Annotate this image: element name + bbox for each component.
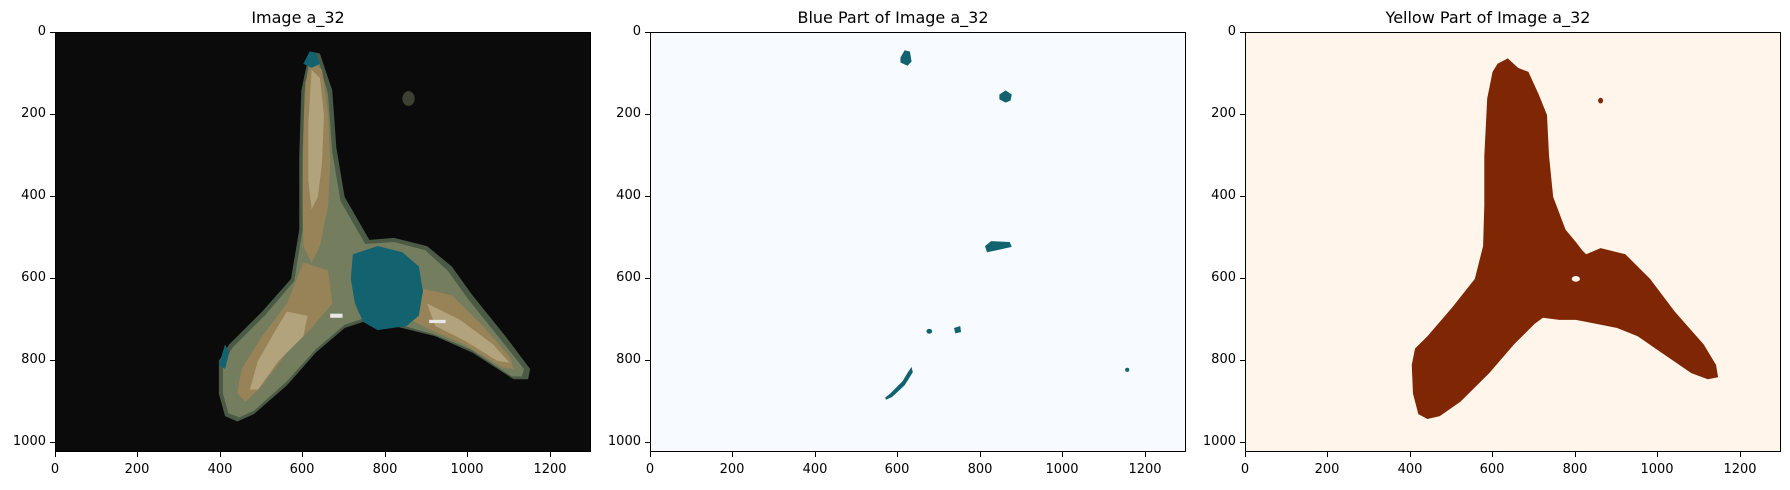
original-image — [56, 33, 590, 451]
x-tick-label: 200 — [719, 462, 745, 477]
x-tick-label: 200 — [1314, 462, 1340, 477]
x-tick-label: 400 — [802, 462, 828, 477]
panel-blue-part: Blue Part of Image a_32 0 200 400 600 80… — [595, 0, 1191, 490]
y-tick — [645, 32, 650, 33]
y-tick — [1240, 32, 1245, 33]
panel-title: Yellow Part of Image a_32 — [1385, 8, 1591, 27]
x-tick-label: 1200 — [1128, 462, 1162, 477]
x-tick — [550, 452, 551, 457]
y-tick-label: 400 — [21, 188, 46, 203]
y-tick — [50, 32, 55, 33]
x-tick-label: 0 — [645, 462, 655, 477]
y-tick — [1240, 442, 1245, 443]
x-tick-label: 600 — [1479, 462, 1505, 477]
x-tick — [55, 452, 56, 457]
y-tick — [645, 360, 650, 361]
y-tick-label: 400 — [1211, 188, 1236, 203]
panel-yellow-part: Yellow Part of Image a_32 0 200 400 600 … — [1190, 0, 1786, 490]
panel-original: Image a_32 0 — [0, 0, 596, 490]
image-axes — [55, 32, 591, 452]
x-tick — [385, 452, 386, 457]
x-tick-label: 1000 — [1045, 462, 1079, 477]
x-tick — [1327, 452, 1328, 457]
y-tick-label: 200 — [1211, 106, 1236, 121]
x-tick-label: 1000 — [450, 462, 484, 477]
x-tick — [1575, 452, 1576, 457]
image-axes — [650, 32, 1186, 452]
y-tick-label: 1000 — [1202, 434, 1236, 449]
y-tick-label: 600 — [616, 270, 641, 285]
y-tick — [50, 278, 55, 279]
y-tick — [1240, 196, 1245, 197]
y-tick — [645, 114, 650, 115]
x-tick-label: 400 — [207, 462, 233, 477]
y-tick-label: 1000 — [12, 434, 46, 449]
y-tick — [1240, 360, 1245, 361]
y-tick-label: 200 — [21, 106, 46, 121]
x-tick — [1410, 452, 1411, 457]
x-tick-label: 800 — [372, 462, 398, 477]
x-tick — [650, 452, 651, 457]
yellow-mask-image — [1246, 33, 1780, 451]
y-tick — [645, 196, 650, 197]
x-tick — [732, 452, 733, 457]
y-tick — [645, 278, 650, 279]
y-tick-label: 800 — [1211, 352, 1236, 367]
x-tick — [137, 452, 138, 457]
y-tick-label: 800 — [21, 352, 46, 367]
y-tick — [50, 196, 55, 197]
x-tick — [1062, 452, 1063, 457]
image-axes — [1245, 32, 1781, 452]
x-tick-label: 600 — [884, 462, 910, 477]
x-tick-label: 200 — [124, 462, 150, 477]
y-tick — [50, 442, 55, 443]
y-tick — [50, 360, 55, 361]
x-tick — [980, 452, 981, 457]
x-tick-label: 0 — [1240, 462, 1250, 477]
x-tick — [1492, 452, 1493, 457]
x-tick — [1657, 452, 1658, 457]
y-tick — [50, 114, 55, 115]
y-tick-label: 600 — [1211, 270, 1236, 285]
y-tick — [1240, 114, 1245, 115]
x-tick — [220, 452, 221, 457]
y-tick-label: 800 — [616, 352, 641, 367]
y-tick-label: 0 — [632, 24, 641, 39]
y-tick — [1240, 278, 1245, 279]
x-tick — [1245, 452, 1246, 457]
x-tick-label: 400 — [1397, 462, 1423, 477]
y-tick-label: 600 — [21, 270, 46, 285]
x-tick — [1740, 452, 1741, 457]
y-tick — [645, 442, 650, 443]
x-tick-label: 800 — [1562, 462, 1588, 477]
x-tick — [302, 452, 303, 457]
blue-mask-image — [651, 33, 1185, 451]
y-tick-label: 0 — [1227, 24, 1236, 39]
x-tick — [467, 452, 468, 457]
x-tick — [815, 452, 816, 457]
y-tick-label: 400 — [616, 188, 641, 203]
x-tick — [1145, 452, 1146, 457]
x-tick-label: 800 — [967, 462, 993, 477]
y-tick-label: 0 — [37, 24, 46, 39]
x-tick — [897, 452, 898, 457]
x-tick-label: 600 — [289, 462, 315, 477]
x-tick-label: 1200 — [1723, 462, 1757, 477]
x-tick-label: 0 — [50, 462, 60, 477]
y-tick-label: 200 — [616, 106, 641, 121]
x-tick-label: 1000 — [1640, 462, 1674, 477]
panel-title: Blue Part of Image a_32 — [797, 8, 989, 27]
y-tick-label: 1000 — [607, 434, 641, 449]
panel-title: Image a_32 — [251, 8, 345, 27]
x-tick-label: 1200 — [533, 462, 567, 477]
